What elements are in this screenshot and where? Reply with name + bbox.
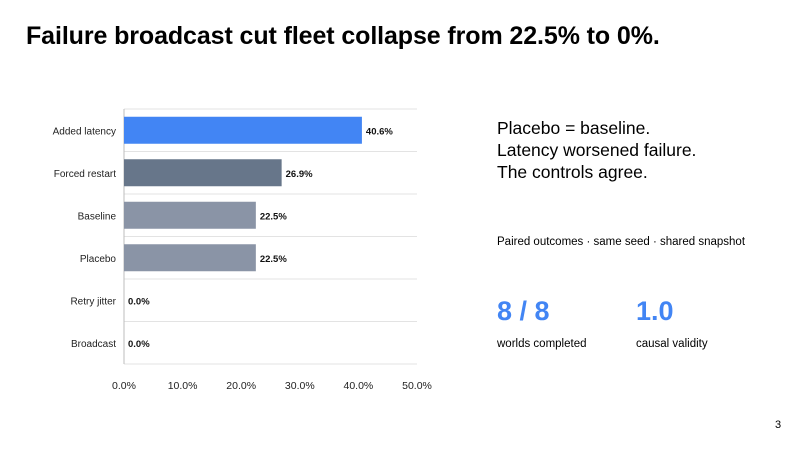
x-tick-label: 0.0% bbox=[112, 380, 136, 392]
data-label: 0.0% bbox=[128, 296, 150, 307]
category-label: Placebo bbox=[80, 254, 117, 265]
bar bbox=[124, 159, 282, 187]
category-label: Added latency bbox=[53, 126, 116, 137]
category-label: Forced restart bbox=[54, 169, 116, 180]
metric-worlds: 8 / 8 worlds completed bbox=[497, 295, 586, 350]
data-label: 22.5% bbox=[260, 211, 287, 222]
metric-validity-label: causal validity bbox=[636, 338, 708, 350]
data-label: 22.5% bbox=[260, 254, 287, 265]
metric-worlds-value: 8 / 8 bbox=[497, 296, 550, 326]
slide-title: Failure broadcast cut fleet collapse fro… bbox=[26, 22, 660, 50]
category-label: Baseline bbox=[78, 211, 117, 222]
data-label: 0.0% bbox=[128, 339, 150, 350]
x-tick-label: 40.0% bbox=[344, 380, 374, 392]
x-tick-label: 30.0% bbox=[285, 380, 315, 392]
takeaway-line-1: Placebo = baseline. bbox=[497, 118, 651, 138]
page-number: 3 bbox=[775, 419, 782, 431]
bar bbox=[124, 244, 256, 272]
subnote: Paired outcomes · same seed · shared sna… bbox=[497, 236, 746, 248]
x-tick-label: 20.0% bbox=[226, 380, 256, 392]
metric-validity: 1.0 causal validity bbox=[636, 295, 708, 350]
x-tick-label: 10.0% bbox=[168, 380, 198, 392]
x-tick-label: 50.0% bbox=[402, 380, 432, 392]
data-label: 26.9% bbox=[286, 169, 313, 180]
takeaway-line-2: Latency worsened failure. bbox=[497, 140, 697, 160]
metric-worlds-label: worlds completed bbox=[497, 338, 587, 350]
category-label: Broadcast bbox=[71, 339, 116, 350]
bar bbox=[124, 201, 256, 229]
data-label: 40.6% bbox=[366, 126, 393, 137]
takeaway-line-3: The controls agree. bbox=[497, 162, 648, 182]
metric-validity-value: 1.0 bbox=[636, 296, 674, 326]
category-label: Retry jitter bbox=[70, 296, 116, 307]
takeaways: Placebo = baseline. Latency worsened fai… bbox=[497, 117, 696, 183]
bar bbox=[124, 116, 362, 144]
